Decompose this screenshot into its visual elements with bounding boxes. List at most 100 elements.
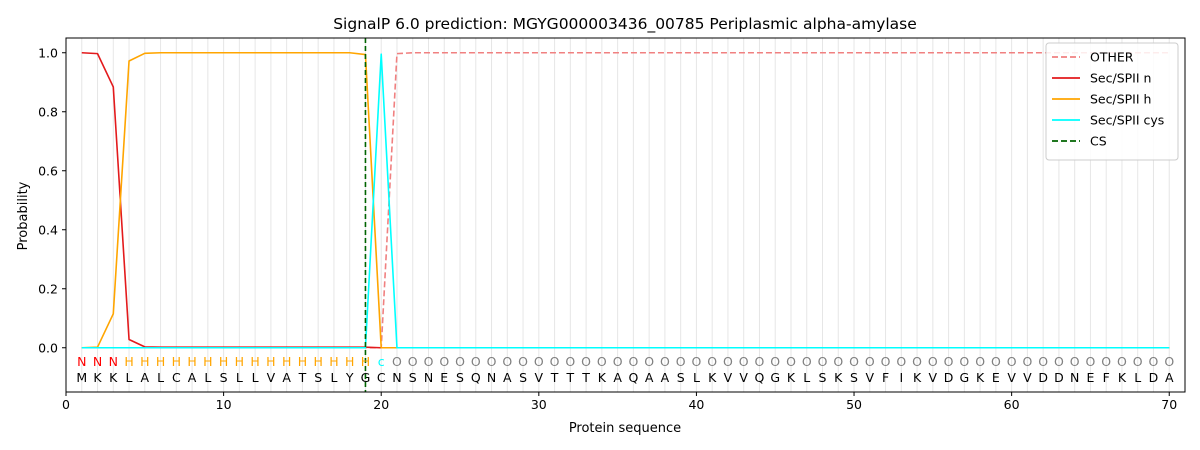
residue-label: K [109, 370, 118, 385]
residue-label: T [550, 370, 559, 385]
residue-label: L [693, 370, 700, 385]
region-label: O [991, 354, 1001, 369]
residue-label: N [392, 370, 401, 385]
x-tick-label: 20 [373, 397, 389, 412]
region-label: O [707, 354, 717, 369]
region-label: N [109, 354, 118, 369]
x-tick-label: 40 [688, 397, 704, 412]
residue-label: L [236, 370, 243, 385]
residue-label: A [613, 370, 622, 385]
region-label: O [424, 354, 434, 369]
y-axis-label: Probability [16, 181, 31, 250]
region-label: H [219, 354, 228, 369]
region-label: O [565, 354, 575, 369]
residue-label: F [1103, 370, 1110, 385]
region-label: H [313, 354, 322, 369]
residue-label: T [298, 370, 307, 385]
residue-label: L [204, 370, 211, 385]
region-label: O [471, 354, 481, 369]
residue-label: K [913, 370, 922, 385]
residue-label: S [519, 370, 527, 385]
region-label: O [518, 354, 528, 369]
region-label: O [1038, 354, 1048, 369]
legend: OTHER Sec/SPII n Sec/SPII h Sec/SPII cys CS [1045, 42, 1179, 161]
residue-label: G [361, 370, 371, 385]
y-tick-label: 0.0 [38, 340, 58, 355]
residue-label: A [661, 370, 670, 385]
legend-label: Sec/SPII cys [1090, 113, 1164, 128]
residue-label: N [424, 370, 433, 385]
residue-label: L [803, 370, 810, 385]
region-label: O [581, 354, 591, 369]
region-label: O [550, 354, 560, 369]
residue-label: S [314, 370, 322, 385]
region-label: O [770, 354, 780, 369]
region-label: O [660, 354, 670, 369]
region-label: O [912, 354, 922, 369]
residue-label: L [157, 370, 164, 385]
residue-label: A [188, 370, 197, 385]
x-tick-label: 10 [216, 397, 232, 412]
region-label: O [613, 354, 623, 369]
y-tick-label: 1.0 [38, 45, 58, 60]
region-label: O [628, 354, 638, 369]
residue-label: I [899, 370, 903, 385]
region-label: O [1022, 354, 1032, 369]
region-label: O [786, 354, 796, 369]
region-label: O [833, 354, 843, 369]
region-label: O [944, 354, 954, 369]
x-tick-label: 0 [62, 397, 70, 412]
residue-label: E [1086, 370, 1094, 385]
sequence-gridlines [81, 38, 1170, 392]
residue-label: A [141, 370, 150, 385]
region-label: H [298, 354, 307, 369]
chart-title: SignalP 6.0 prediction: MGYG000003436_00… [333, 15, 917, 34]
region-label: H [282, 354, 291, 369]
residue-label: S [456, 370, 464, 385]
series-line-sec-spii-cys [81, 53, 1170, 349]
region-label: O [723, 354, 733, 369]
region-label: O [392, 354, 402, 369]
legend-box [1045, 42, 1179, 161]
y-tick-label: 0.4 [38, 222, 58, 237]
region-label: O [928, 354, 938, 369]
residue-label: C [377, 370, 386, 385]
region-label: O [455, 354, 465, 369]
series-line-sec-spii-n [81, 51, 1170, 349]
residue-label: E [440, 370, 448, 385]
region-label: O [1117, 354, 1127, 369]
region-label: H [266, 354, 275, 369]
region-label: H [140, 354, 149, 369]
x-tick-label: 30 [531, 397, 547, 412]
region-label: H [124, 354, 133, 369]
residue-label: C [172, 370, 181, 385]
region-label: O [1101, 354, 1111, 369]
residue-label: M [76, 370, 87, 385]
x-tick-label: 60 [1004, 397, 1020, 412]
residue-label: G [770, 370, 780, 385]
legend-label: Sec/SPII h [1090, 92, 1151, 107]
region-label: O [896, 354, 906, 369]
residue-label: D [1054, 370, 1064, 385]
residue-label: N [1070, 370, 1079, 385]
residue-label: D [1038, 370, 1048, 385]
plot-frame [65, 37, 1186, 393]
series-lines [81, 51, 1170, 349]
residue-label: V [1023, 370, 1032, 385]
region-label: H [361, 354, 370, 369]
region-label: c [378, 354, 385, 369]
axes: 0 10 20 30 40 50 60 70 0.0 0.2 0.4 0.6 0.8 1.0 [38, 37, 1186, 412]
residue-label: T [581, 370, 590, 385]
residue-label: Y [345, 370, 354, 385]
x-tick-label: 70 [1161, 397, 1177, 412]
residue-label: K [834, 370, 843, 385]
residue-label: V [535, 370, 544, 385]
region-label: H [235, 354, 244, 369]
series-line-sec-spii-h [81, 51, 1170, 349]
region-label: O [755, 354, 765, 369]
region-label: O [881, 354, 891, 369]
residue-label: V [1007, 370, 1016, 385]
residue-label: V [929, 370, 938, 385]
residue-label: T [566, 370, 575, 385]
